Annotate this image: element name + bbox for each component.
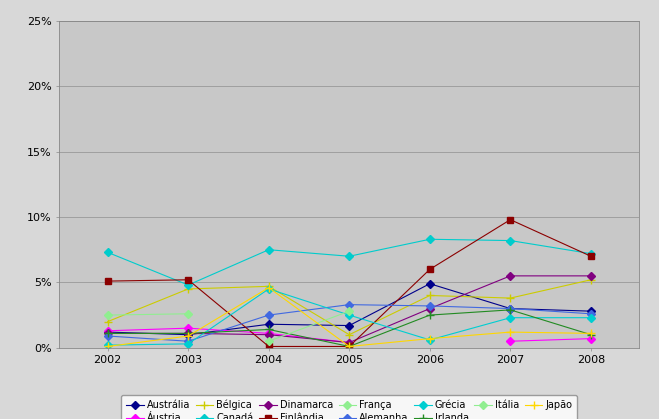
Dinamarca	[185, 331, 192, 336]
Line: Grécia: Grécia	[105, 286, 594, 348]
Áustria	[345, 340, 353, 345]
Finlândia	[345, 344, 353, 349]
Bélgica	[345, 332, 353, 337]
Alemanha	[185, 339, 192, 344]
Line: Finlândia: Finlândia	[105, 217, 594, 349]
Dinamarca	[265, 332, 273, 337]
Bélgica	[185, 287, 192, 292]
França	[103, 313, 111, 318]
Irlanda	[506, 308, 514, 313]
Áustria	[506, 339, 514, 344]
Irlanda	[103, 331, 111, 336]
Bélgica	[506, 295, 514, 300]
Japão	[345, 344, 353, 349]
Canadá	[587, 251, 595, 256]
Dinamarca	[345, 340, 353, 345]
Dinamarca	[426, 306, 434, 311]
Japão	[426, 336, 434, 341]
Áustria	[587, 336, 595, 341]
Line: Bélgica: Bélgica	[103, 276, 595, 339]
Canadá	[345, 254, 353, 259]
Grécia	[185, 341, 192, 347]
Irlanda	[265, 327, 273, 332]
Austrália	[506, 306, 514, 311]
Canadá	[185, 282, 192, 287]
Bélgica	[587, 277, 595, 282]
Grécia	[506, 315, 514, 320]
Japão	[587, 331, 595, 336]
Line: Austrália: Austrália	[105, 281, 594, 337]
Irlanda	[587, 332, 595, 337]
Canadá	[265, 247, 273, 252]
Line: Alemanha: Alemanha	[105, 302, 594, 344]
Legend: Austrália, Áustria, Bélgica, Canadá, Dinamarca, Finlândia, França, Alemanha, Gré: Austrália, Áustria, Bélgica, Canadá, Din…	[121, 395, 577, 419]
Finlândia	[506, 217, 514, 222]
Line: França: França	[105, 311, 191, 318]
Line: Itália: Itália	[266, 308, 352, 344]
França	[185, 311, 192, 316]
Grécia	[587, 315, 595, 320]
Itália	[265, 339, 273, 344]
Austrália	[426, 281, 434, 286]
Dinamarca	[103, 331, 111, 336]
Japão	[265, 285, 273, 290]
Áustria	[185, 326, 192, 331]
Irlanda	[185, 331, 192, 336]
Austrália	[103, 330, 111, 335]
Bélgica	[426, 293, 434, 298]
Alemanha	[103, 334, 111, 339]
Grécia	[426, 337, 434, 342]
Line: Dinamarca: Dinamarca	[105, 273, 594, 345]
Finlândia	[103, 279, 111, 284]
Austrália	[587, 309, 595, 314]
Irlanda	[345, 344, 353, 349]
Finlândia	[426, 267, 434, 272]
Alemanha	[345, 302, 353, 307]
Dinamarca	[587, 273, 595, 278]
Irlanda	[426, 313, 434, 318]
Alemanha	[506, 306, 514, 311]
Austrália	[265, 322, 273, 327]
Finlândia	[265, 344, 273, 349]
Canadá	[426, 237, 434, 242]
Japão	[185, 334, 192, 339]
Line: Canadá: Canadá	[105, 236, 594, 288]
Line: Japão: Japão	[103, 284, 595, 351]
Áustria	[265, 331, 273, 336]
Alemanha	[265, 313, 273, 318]
Finlândia	[185, 277, 192, 282]
Grécia	[265, 287, 273, 292]
Line: Áustria: Áustria	[105, 326, 594, 345]
Bélgica	[265, 284, 273, 289]
Áustria	[103, 328, 111, 333]
Austrália	[345, 323, 353, 328]
Japão	[103, 344, 111, 349]
Alemanha	[426, 303, 434, 308]
Alemanha	[587, 311, 595, 316]
Dinamarca	[506, 273, 514, 278]
Canadá	[103, 250, 111, 255]
Austrália	[185, 332, 192, 337]
Bélgica	[103, 319, 111, 324]
Line: Irlanda: Irlanda	[103, 306, 595, 351]
Itália	[345, 309, 353, 314]
Grécia	[103, 343, 111, 348]
Grécia	[345, 313, 353, 318]
Canadá	[506, 238, 514, 243]
Japão	[506, 330, 514, 335]
Finlândia	[587, 254, 595, 259]
